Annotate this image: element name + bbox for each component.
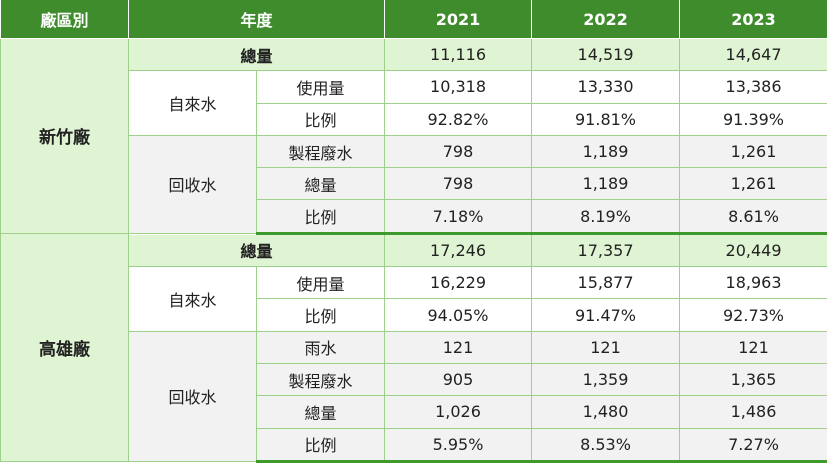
value-cell: 13,386 <box>679 70 827 104</box>
value-cell: 1,026 <box>384 395 533 429</box>
row-label-recycled-total: 總量 <box>255 167 386 201</box>
value-cell: 8.53% <box>531 427 681 463</box>
value-cell: 92.82% <box>384 102 533 136</box>
value-cell: 15,877 <box>531 266 681 300</box>
factory-kaohsiung: 高雄廠 <box>0 232 129 462</box>
row-label-usage: 使用量 <box>255 70 386 104</box>
table-row: 回收水 製程廢水 798 1,189 1,261 <box>1 134 827 234</box>
value-cell: 1,480 <box>531 395 681 429</box>
row-label-rainwater: 雨水 <box>255 330 386 364</box>
value-cell: 121 <box>679 330 827 364</box>
table-row: 比例 5.95% 8.53% 7.27% <box>1 427 827 463</box>
value-cell: 14,647 <box>679 37 827 72</box>
header-year-2022: 2022 <box>531 0 681 39</box>
category-recycled-water: 回收水 <box>128 134 257 234</box>
category-tap-water: 自來水 <box>128 266 257 332</box>
water-usage-table: 廠區別 年度 2021 2022 2023 新竹廠 總量 11,116 14,5… <box>0 0 827 463</box>
value-cell: 20,449 <box>679 232 827 268</box>
table-row: 總量 1,026 1,480 1,486 <box>1 395 827 429</box>
value-cell: 1,365 <box>679 362 827 397</box>
table-row: 比例 92.82% 91.81% 91.39% <box>1 102 827 136</box>
row-label-total: 總量 <box>127 37 386 72</box>
value-cell: 17,357 <box>531 232 681 268</box>
row-label-usage: 使用量 <box>255 266 386 300</box>
value-cell: 1,261 <box>679 134 827 169</box>
table-row: 高雄廠 總量 17,246 17,357 20,449 <box>0 232 827 462</box>
value-cell: 7.27% <box>679 427 827 463</box>
value-cell: 121 <box>531 330 681 364</box>
value-cell: 91.47% <box>531 298 681 332</box>
value-cell: 10,318 <box>384 70 533 104</box>
value-cell: 1,189 <box>531 167 681 201</box>
value-cell: 94.05% <box>384 298 533 332</box>
header-factory: 廠區別 <box>0 0 129 39</box>
value-cell: 1,486 <box>679 395 827 429</box>
value-cell: 798 <box>384 167 533 201</box>
value-cell: 17,246 <box>384 232 533 268</box>
value-cell: 14,519 <box>531 37 681 72</box>
value-cell: 5.95% <box>384 427 533 463</box>
value-cell: 91.81% <box>531 102 681 136</box>
row-label-total: 總量 <box>127 232 386 268</box>
row-label-ratio: 比例 <box>255 298 386 332</box>
row-label-ratio: 比例 <box>255 102 386 136</box>
category-recycled-water: 回收水 <box>128 330 257 462</box>
value-cell: 8.61% <box>679 199 827 235</box>
value-cell: 121 <box>384 330 533 364</box>
row-label-process-wastewater: 製程廢水 <box>255 134 386 169</box>
value-cell: 8.19% <box>531 199 681 235</box>
header-year-2021: 2021 <box>384 0 533 39</box>
table-row: 自來水 使用量 10,318 13,330 13,386 <box>1 70 827 136</box>
factory-hsinchu: 新竹廠 <box>0 38 129 234</box>
value-cell: 7.18% <box>384 199 533 235</box>
value-cell: 91.39% <box>679 102 827 136</box>
value-cell: 11,116 <box>384 37 533 72</box>
header-year-2023: 2023 <box>679 0 827 39</box>
value-cell: 798 <box>384 134 533 169</box>
table-row: 自來水 使用量 16,229 15,877 18,963 <box>1 266 827 332</box>
header-year: 年度 <box>127 0 386 39</box>
value-cell: 1,189 <box>531 134 681 169</box>
value-cell: 905 <box>384 362 533 397</box>
table-row: 比例 94.05% 91.47% 92.73% <box>1 298 827 332</box>
table-row: 新竹廠 總量 11,116 14,519 14,647 <box>0 37 827 234</box>
category-tap-water: 自來水 <box>128 70 257 136</box>
value-cell: 1,261 <box>679 167 827 201</box>
table-row: 製程廢水 905 1,359 1,365 <box>1 362 827 397</box>
header-row: 廠區別 年度 2021 2022 2023 <box>0 0 827 39</box>
value-cell: 92.73% <box>679 298 827 332</box>
value-cell: 18,963 <box>679 266 827 300</box>
row-label-ratio: 比例 <box>255 199 386 235</box>
table-row: 總量 798 1,189 1,261 <box>1 167 827 201</box>
row-label-recycled-total: 總量 <box>255 395 386 429</box>
row-label-process-wastewater: 製程廢水 <box>255 362 386 397</box>
table-row: 比例 7.18% 8.19% 8.61% <box>1 199 827 235</box>
value-cell: 1,359 <box>531 362 681 397</box>
value-cell: 13,330 <box>531 70 681 104</box>
row-label-ratio: 比例 <box>255 427 386 463</box>
table-row: 回收水 雨水 121 121 121 <box>1 330 827 462</box>
value-cell: 16,229 <box>384 266 533 300</box>
